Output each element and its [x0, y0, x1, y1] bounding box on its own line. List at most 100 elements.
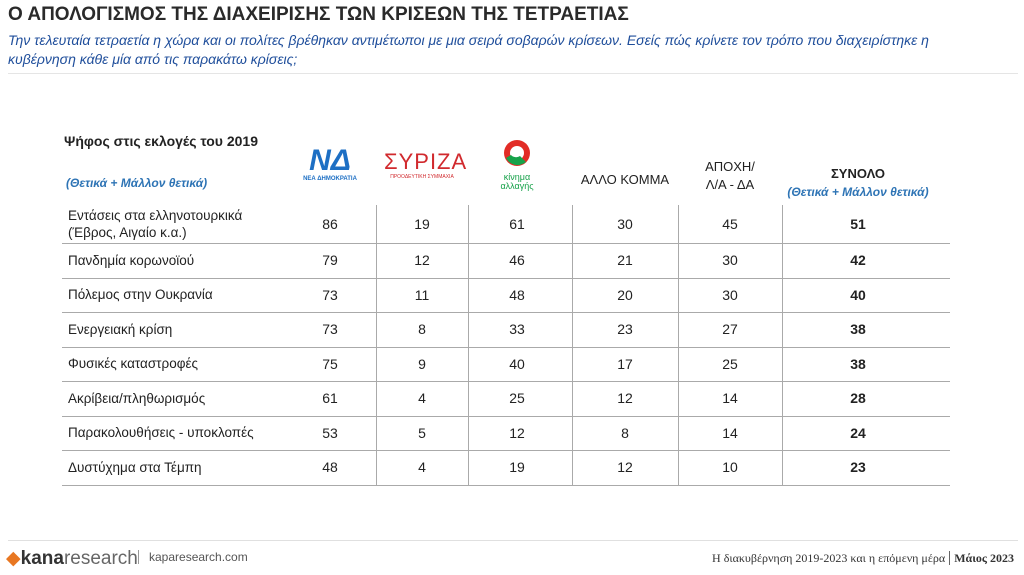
- total-value: 23: [850, 459, 866, 476]
- cell-value: 14: [722, 390, 738, 407]
- kinal-text: κίνημα: [503, 172, 531, 182]
- cell-value: 10: [722, 459, 738, 476]
- total-value: 51: [850, 216, 866, 232]
- cell-value: 25: [722, 355, 738, 372]
- row-line: [62, 450, 950, 451]
- row-line: [62, 346, 950, 348]
- kinal-logo: κίνημα αλλαγής: [497, 138, 537, 191]
- cell-value: 75: [322, 355, 338, 372]
- column-header: ΣΥΝΟΛΟ: [830, 166, 886, 181]
- subtitle: κυβέρνηση κάθε μία από τις παρακάτω κρίσ…: [8, 51, 298, 67]
- cell-value: 33: [509, 321, 525, 338]
- cell-value: 4: [418, 459, 426, 476]
- cell-value: 61: [322, 390, 338, 407]
- nd-sub: ΝΕΑ ΔΗΜΟΚΡΑΤΙΑ: [303, 176, 357, 182]
- total-value: 38: [850, 321, 866, 338]
- kinal-text: αλλαγής: [500, 181, 534, 191]
- column-line: [572, 205, 573, 485]
- cell-value: 5: [418, 424, 426, 441]
- cell-value: 12: [617, 390, 633, 407]
- logo-light: research: [63, 548, 138, 569]
- row-label: Πανδημία κορωνοϊού: [68, 252, 195, 268]
- cell-value: 30: [722, 286, 738, 303]
- cell-value: 14: [722, 424, 738, 441]
- cell-value: 86: [322, 216, 338, 232]
- row-label: Φυσικές καταστροφές: [68, 356, 198, 372]
- column-line: [376, 205, 377, 485]
- report-date: Μάιος 2023: [949, 551, 1014, 565]
- caption: Ψήφος στις εκλογές του 2019: [64, 133, 258, 149]
- cell-value: 23: [617, 321, 633, 338]
- row-line: [62, 312, 950, 313]
- kinal-icon: [504, 140, 530, 166]
- cell-value: 46: [509, 252, 525, 269]
- divider: [8, 73, 1018, 74]
- row-label: Πόλεμος στην Ουκρανία: [68, 287, 213, 303]
- cell-value: 12: [617, 459, 633, 476]
- cell-value: 19: [414, 216, 430, 232]
- row-line: [62, 277, 950, 279]
- total-value: 24: [850, 424, 866, 441]
- cell-value: 25: [509, 390, 525, 407]
- column-line: [782, 205, 783, 485]
- cell-value: 9: [418, 355, 426, 372]
- cell-value: 19: [509, 459, 525, 476]
- cell-value: 4: [418, 390, 426, 407]
- column-header-note: (Θετικά + Μάλλον θετικά): [787, 185, 929, 199]
- cell-value: 30: [617, 216, 633, 232]
- row-label: Εντάσεις στα ελληνοτουρκικά (Έβρος, Αιγα…: [68, 208, 243, 240]
- divider: [8, 540, 1018, 541]
- footer-logo: ◆kanaresearch: [6, 548, 138, 569]
- column-header: ΑΠΟΧΗ/ Λ/Α - ΔΑ: [678, 158, 782, 194]
- syriza-logo: ΣΥΡΙΖΑ ΠΡΟΟΔΕΥΤΙΚΗ ΣΥΜΜΑΧΙΑ: [384, 149, 468, 181]
- cell-value: 21: [617, 252, 633, 269]
- footer-site: kaparesearch.com: [138, 550, 248, 564]
- row-label: Δυστύχημα στα Τέμπη: [68, 459, 202, 475]
- cell-value: 27: [722, 321, 738, 338]
- caption-note: (Θετικά + Μάλλον θετικά): [66, 176, 208, 190]
- total-value: 28: [850, 390, 866, 407]
- cell-value: 12: [509, 424, 525, 441]
- cell-value: 11: [414, 286, 430, 303]
- row-label: Παρακολουθήσεις - υποκλοπές: [68, 425, 254, 441]
- cell-value: 30: [722, 252, 738, 269]
- cell-value: 20: [617, 286, 633, 303]
- column-header: ΑΛΛΟ ΚΟΜΜΑ: [580, 172, 670, 187]
- cell-value: 73: [322, 321, 338, 338]
- subtitle: Την τελευταία τετραετία η χώρα και οι πο…: [8, 32, 929, 48]
- report-name: Η διακυβέρνηση 2019-2023 και η επόμενη μ…: [712, 551, 946, 565]
- cell-value: 40: [509, 355, 525, 372]
- cell-value: 17: [617, 355, 633, 372]
- row-line: [62, 484, 950, 486]
- row-label: Ενεργειακή κρίση: [68, 321, 173, 337]
- column-line: [678, 205, 679, 485]
- nd-logo: ΝΔ ΝΕΑ ΔΗΜΟΚΡΑΤΙΑ: [302, 144, 358, 183]
- row-line: [62, 415, 950, 417]
- row-label: Ακρίβεια/πληθωρισμός: [68, 390, 206, 406]
- column-header-line: ΑΠΟΧΗ/: [705, 159, 755, 174]
- footer-report: Η διακυβέρνηση 2019-2023 και η επόμενη μ…: [712, 551, 1014, 566]
- cell-value: 45: [722, 216, 738, 232]
- nd-mark: ΝΔ: [309, 144, 351, 177]
- column-header-line: Λ/Α - ΔΑ: [705, 177, 755, 192]
- cell-value: 61: [509, 216, 525, 232]
- total-value: 38: [850, 355, 866, 372]
- cell-value: 8: [418, 321, 426, 338]
- total-value: 42: [850, 252, 866, 269]
- cell-value: 8: [621, 424, 629, 441]
- syriza-mark: ΣΥΡΙΖΑ: [384, 149, 468, 174]
- title: Ο ΑΠΟΛΟΓΙΣΜΟΣ ΤΗΣ ΔΙΑΧΕΙΡΙΣΗΣ ΤΩΝ ΚΡΙΣΕΩ…: [8, 4, 629, 25]
- logo-bold: kana: [20, 548, 64, 569]
- syriza-sub: ΠΡΟΟΔΕΥΤΙΚΗ ΣΥΜΜΑΧΙΑ: [390, 174, 454, 180]
- cell-value: 73: [322, 286, 338, 303]
- cell-value: 48: [509, 286, 525, 303]
- total-value: 40: [850, 286, 866, 303]
- column-line: [468, 205, 469, 485]
- cell-value: 79: [322, 252, 338, 269]
- row-line: [62, 381, 950, 382]
- row-line: [62, 243, 950, 244]
- cell-value: 48: [322, 459, 338, 476]
- cell-value: 53: [322, 424, 338, 441]
